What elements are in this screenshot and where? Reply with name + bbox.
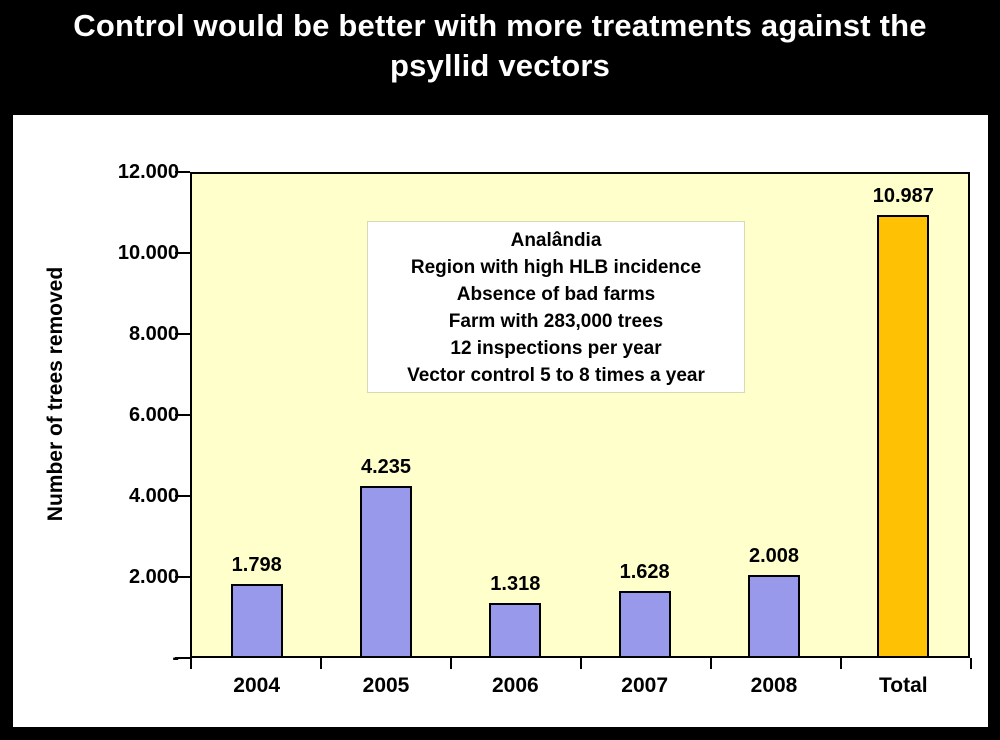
y-tick-label: 2.000 (128, 566, 179, 588)
y-tick-label: 8.000 (128, 323, 179, 345)
y-tick-mark (175, 414, 190, 416)
chart-panel: Number of trees removed Analândia Region… (13, 115, 988, 727)
bar-value-label: 1.318 (490, 573, 541, 595)
annotation-box: Analândia Region with high HLB incidence… (367, 221, 745, 393)
page-title: Control would be better with more treatm… (73, 8, 927, 83)
annotation-line-trees: Farm with 283,000 trees (448, 311, 664, 332)
y-tick-mark (175, 252, 190, 254)
y-tick-label: 4.000 (128, 485, 179, 507)
y-tick-mark (175, 657, 190, 659)
x-tick-mark (970, 658, 972, 669)
bar-2005 (360, 486, 412, 656)
bar-value-label: 1.628 (619, 561, 670, 583)
annotation-line-incidence: Region with high HLB incidence (410, 257, 702, 278)
plot-area: Analândia Region with high HLB incidence… (190, 172, 970, 658)
y-tick-mark (175, 576, 190, 578)
y-tick-mark (175, 495, 190, 497)
x-tick-mark (450, 658, 452, 669)
y-tick-mark (175, 333, 190, 335)
x-tick-mark (190, 658, 192, 669)
x-tick-label: Total (879, 674, 928, 697)
x-tick-label: 2007 (621, 674, 669, 697)
annotation-line-vector-control: Vector control 5 to 8 times a year (407, 365, 705, 386)
x-tick-label: 2006 (491, 674, 539, 697)
bar-2007 (618, 591, 671, 656)
bar-value-label: 2.008 (748, 545, 800, 567)
y-tick-label: - (13, 647, 179, 669)
y-tick-label: 12.000 (117, 161, 179, 183)
y-tick-label: 6.000 (128, 404, 179, 426)
x-tick-mark (840, 658, 842, 669)
x-tick-mark (580, 658, 582, 669)
bar-value-label: 10.987 (872, 185, 934, 207)
annotation-line-farms: Absence of bad farms (456, 284, 656, 305)
bar-total (877, 215, 930, 656)
annotation-line-inspections: 12 inspections per year (450, 338, 662, 359)
bar-2004 (230, 584, 283, 656)
bar-value-label: 4.235 (360, 456, 412, 478)
annotation-line-region: Analândia (510, 230, 602, 251)
y-tick-mark (175, 171, 190, 173)
bar-value-label: 1.798 (231, 554, 282, 576)
x-tick-mark (320, 658, 322, 669)
x-tick-label: 2004 (233, 674, 281, 697)
bar-2006 (489, 603, 542, 656)
bar-2008 (748, 575, 800, 656)
y-tick-label: 10.000 (117, 242, 179, 264)
x-tick-mark (710, 658, 712, 669)
x-tick-label: 2005 (362, 674, 410, 697)
x-tick-label: 2008 (750, 674, 798, 697)
